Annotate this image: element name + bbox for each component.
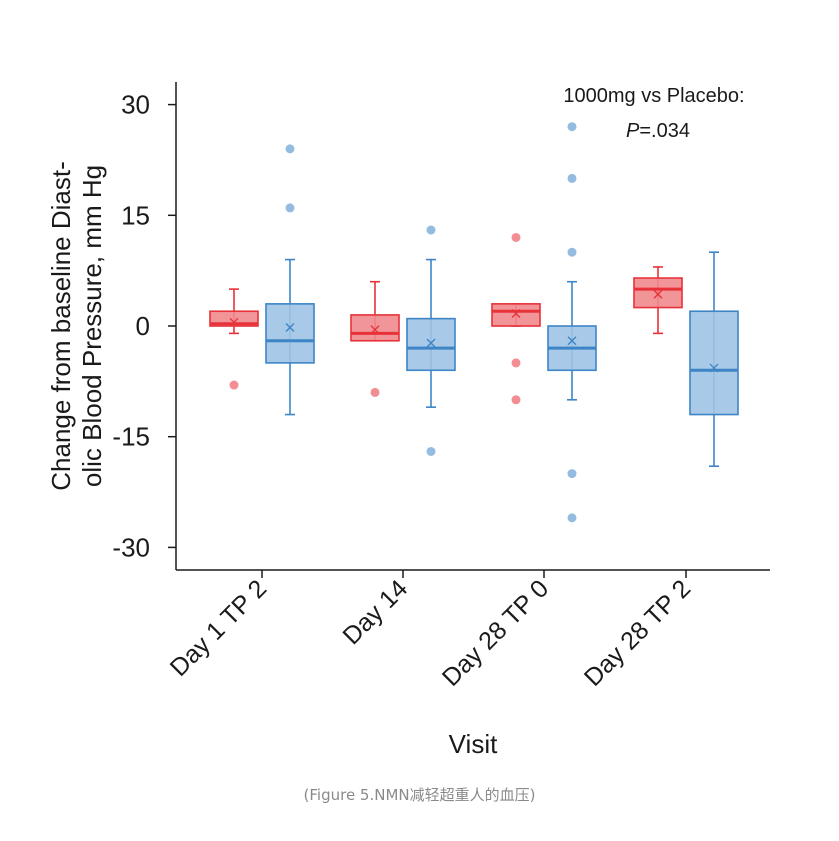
box-red-1 (350, 280, 400, 397)
y-tick-label: 0 (136, 311, 150, 341)
mean-marker (709, 363, 719, 373)
box-blue-1 (406, 225, 456, 456)
box-iqr (491, 303, 541, 327)
box-red-2 (491, 232, 541, 405)
y-tick-label: 15 (121, 200, 150, 230)
y-tick-label: -15 (112, 422, 150, 452)
x-tick-label: Day 28 TP 2 (579, 574, 696, 691)
x-tick-label: Day 28 TP 0 (437, 574, 554, 691)
axes-layer (175, 82, 770, 571)
box-red-0 (209, 288, 259, 390)
mean-marker (285, 322, 295, 332)
p-value: =.034 (639, 120, 690, 142)
mean-marker (370, 325, 380, 335)
box-iqr (633, 277, 683, 309)
outlier-point (285, 144, 295, 154)
outlier-point (426, 225, 436, 235)
outlier-point (370, 387, 380, 397)
box-blue-3 (689, 251, 739, 468)
mean-marker (229, 317, 239, 327)
boxes-layer (209, 122, 739, 523)
p-symbol: P (626, 120, 640, 142)
box-blue-0 (265, 144, 315, 416)
outlier-point (511, 395, 521, 405)
outlier-point (567, 469, 577, 479)
outlier-point (229, 380, 239, 390)
box-iqr (406, 317, 456, 372)
mean-marker (653, 289, 663, 299)
outlier-point (426, 446, 436, 456)
annotation-line1: 1000mg vs Placebo: (563, 85, 744, 107)
x-tick-label: Day 14 (337, 574, 413, 650)
box-iqr (689, 310, 739, 416)
outlier-point (511, 358, 521, 368)
outlier-point (567, 247, 577, 257)
x-ticks: Day 1 TP 2 Day 14 Day 28 TP 0 Day 28 TP 2 (165, 570, 696, 692)
outlier-point (567, 122, 577, 132)
mean-marker (511, 308, 521, 318)
y-ticks: 30 15 0 -15 -30 (112, 90, 176, 562)
box-iqr (350, 314, 400, 342)
y-axis-label-line1: Change from baseline Diast- (46, 161, 76, 491)
x-tick-label: Day 1 TP 2 (165, 574, 273, 682)
outlier-point (567, 173, 577, 183)
y-axis-label-line2: olic Blood Pressure, mm Hg (77, 165, 107, 487)
box-blue-2 (547, 122, 597, 523)
y-tick-label: -30 (112, 532, 150, 562)
y-tick-label: 30 (121, 90, 150, 120)
box-iqr (265, 303, 315, 364)
annotation-p-value: P=.034 (626, 120, 690, 142)
x-axis-label: Visit (449, 729, 498, 759)
outlier-point (511, 232, 521, 242)
mean-marker (426, 338, 436, 348)
mean-marker (567, 336, 577, 346)
box-red-3 (633, 266, 683, 335)
figure-caption: (Figure 5.NMN减轻超重人的血压) (303, 786, 536, 804)
outlier-point (285, 203, 295, 213)
outlier-point (567, 513, 577, 523)
